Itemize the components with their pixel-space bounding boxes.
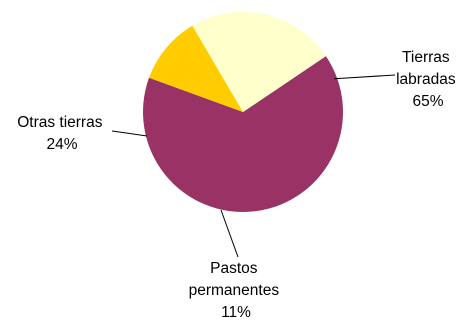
slice-label-pastos-permanentes-line1: Pastos bbox=[210, 260, 258, 277]
leader-lines bbox=[111, 74, 396, 258]
leader-line-tierras-labradas bbox=[334, 74, 396, 80]
slice-label-otras-tierras: Otras tierras 24% bbox=[17, 114, 107, 153]
slice-label-tierras-labradas-line2: labradas bbox=[396, 71, 456, 88]
pie-slices bbox=[142, 12, 343, 213]
leader-line-otras-tierras bbox=[111, 130, 148, 137]
pie-slice-pastos-permanentes bbox=[149, 25, 243, 112]
slice-label-tierras-labradas-line1: Tierras bbox=[402, 49, 450, 66]
pie-slice-tierras-labradas bbox=[142, 56, 343, 213]
slice-value-tierras-labradas: 65% bbox=[412, 93, 443, 110]
leader-line-pastos-permanentes bbox=[220, 209, 239, 258]
slice-label-pastos-permanentes-line2: permanentes bbox=[189, 282, 280, 299]
slice-value-otras-tierras: 24% bbox=[46, 136, 77, 153]
slice-label-tierras-labradas: Tierras labradas 65% bbox=[396, 49, 460, 110]
slice-label-otras-tierras-line1: Otras tierras bbox=[17, 114, 103, 131]
slice-value-pastos-permanentes: 11% bbox=[221, 304, 251, 321]
pie-slice-otras-tierras bbox=[192, 12, 326, 112]
slice-label-pastos-permanentes: Pastos permanentes 11% bbox=[189, 260, 284, 321]
